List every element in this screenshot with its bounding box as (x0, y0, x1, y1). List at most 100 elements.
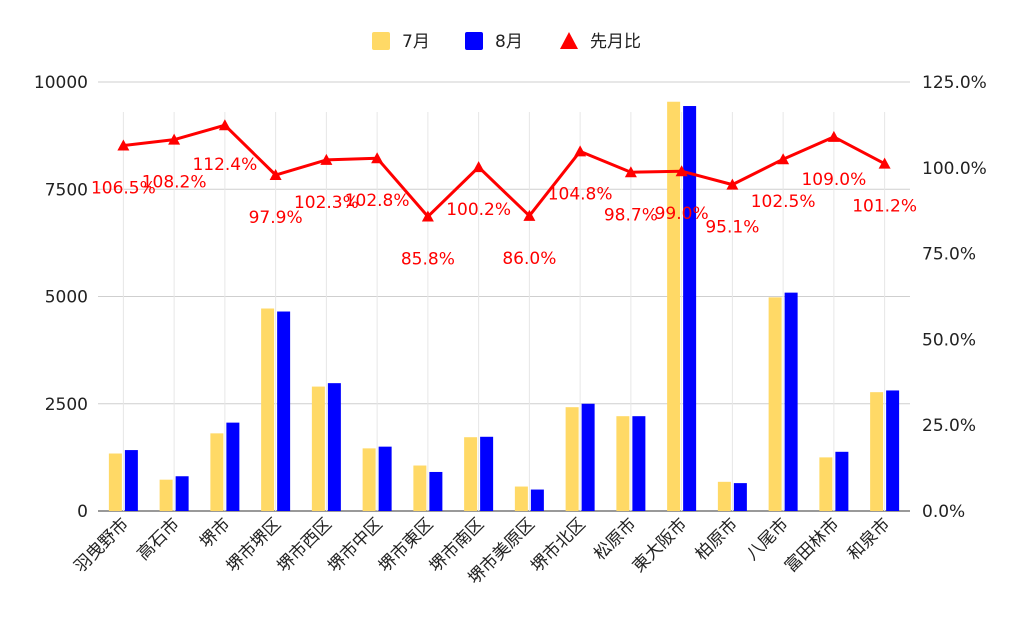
bar-7月 (261, 308, 275, 511)
category-label: 堺市東区 (375, 514, 437, 576)
line-data-label: 97.9% (249, 208, 303, 228)
bar-7月 (210, 433, 224, 511)
left-axis-ticks: 0 2500 5000 7500 10000 (34, 73, 88, 522)
category-label: 柏原市 (692, 514, 742, 564)
bar-7月 (464, 437, 478, 511)
category-label: 高石市 (133, 514, 183, 564)
bar-8月 (124, 450, 138, 511)
bar-8月 (277, 311, 291, 511)
line-data-label: 112.4% (192, 155, 257, 175)
triangle-marker (320, 153, 333, 165)
legend-swatch-7月 (372, 32, 390, 50)
line-data-label: 102.3% (294, 193, 359, 213)
category-label: 堺市中区 (324, 514, 386, 576)
line-data-label: 104.8% (548, 184, 613, 204)
gridlines (98, 81, 910, 512)
right-tick-label: 100.0% (922, 159, 987, 179)
left-tick-label: 7500 (45, 180, 88, 200)
category-label: 堺市堺区 (223, 514, 285, 576)
triangle-marker (371, 152, 384, 164)
triangle-marker (827, 130, 840, 142)
bar-7月 (159, 479, 173, 511)
triangle-marker (675, 165, 688, 177)
triangle-marker (574, 145, 587, 157)
triangle-marker (472, 161, 485, 173)
line-data-label: 102.5% (751, 192, 816, 212)
line-data-label: 108.2% (142, 173, 207, 193)
line-data-label: 98.7% (604, 205, 658, 225)
category-label: 東大阪市 (629, 514, 691, 576)
legend-label: 7月 (402, 32, 430, 52)
bar-7月 (565, 407, 579, 511)
triangle-marker (269, 169, 282, 181)
category-label: 和泉市 (844, 514, 894, 564)
line-data-label: 86.0% (502, 249, 556, 269)
line-data-label: 109.0% (801, 170, 866, 190)
triangle-marker (726, 178, 739, 190)
bar-7月 (768, 297, 782, 511)
right-axis-ticks: 0.0% 25.0% 50.0% 75.0% 100.0% 125.0% (922, 73, 987, 522)
bar-7月 (616, 416, 630, 511)
legend: 7月 8月 先月比 (372, 32, 641, 52)
bar-8月 (733, 483, 747, 511)
line-先月比 (123, 123, 886, 219)
bar-8月 (581, 403, 595, 511)
bar-8月 (327, 383, 341, 511)
left-tick-label: 5000 (45, 288, 88, 308)
line-data-label: 95.1% (705, 218, 759, 238)
triangle-marker (624, 166, 637, 178)
category-label: 八尾市 (742, 514, 792, 564)
left-tick-label: 10000 (34, 73, 88, 93)
triangle-marker (117, 139, 130, 151)
bar-8月 (784, 292, 798, 511)
bar-7月 (717, 481, 731, 511)
bar-7月 (667, 101, 681, 511)
triangle-marker (523, 209, 536, 221)
bar-8月 (175, 476, 189, 511)
category-label: 堺市西区 (274, 514, 336, 576)
right-tick-label: 75.0% (922, 245, 976, 265)
left-tick-label: 2500 (45, 395, 88, 415)
bar-7月 (108, 453, 122, 511)
triangle-marker (168, 133, 181, 145)
line-data-label: 99.0% (655, 204, 709, 224)
bar-8月 (886, 390, 900, 511)
bar-8月 (683, 106, 697, 512)
bar-7月 (311, 386, 325, 511)
category-label: 堺市 (196, 514, 234, 552)
line-data-label: 102.8% (345, 191, 410, 211)
triangle-marker (878, 157, 891, 169)
legend-marker-先月比 (560, 32, 578, 49)
triangle-marker (218, 119, 231, 131)
category-label: 富田林市 (781, 514, 843, 576)
bar-8月 (378, 446, 392, 511)
bar-7月 (819, 457, 833, 511)
bar-7月 (362, 448, 376, 511)
line-series: 106.5%108.2%112.4% 97.9%102.3%102.8% 85.8%… (91, 119, 917, 270)
category-label: 堺市北区 (527, 514, 589, 576)
triangle-marker (421, 210, 434, 222)
legend-swatch-8月 (465, 32, 483, 50)
bar-7月 (870, 392, 884, 511)
bar-8月 (429, 471, 443, 511)
bar-8月 (480, 436, 494, 511)
bar-8月 (835, 451, 849, 511)
bar-8月 (632, 416, 646, 511)
line-data-label: 101.2% (852, 197, 917, 217)
bar-7月 (413, 465, 427, 511)
line-data-label: 100.2% (446, 200, 511, 220)
bar-7月 (514, 486, 528, 511)
right-tick-label: 0.0% (922, 502, 965, 522)
bar-8月 (530, 489, 544, 511)
legend-label: 8月 (495, 32, 523, 52)
bar-8月 (226, 422, 240, 511)
line-data-label: 106.5% (91, 178, 156, 198)
line-data-label: 85.8% (401, 250, 455, 270)
right-tick-label: 25.0% (922, 416, 976, 436)
triangle-marker (777, 153, 790, 165)
left-tick-label: 0 (77, 502, 88, 522)
category-label: 羽曳野市 (71, 514, 133, 576)
